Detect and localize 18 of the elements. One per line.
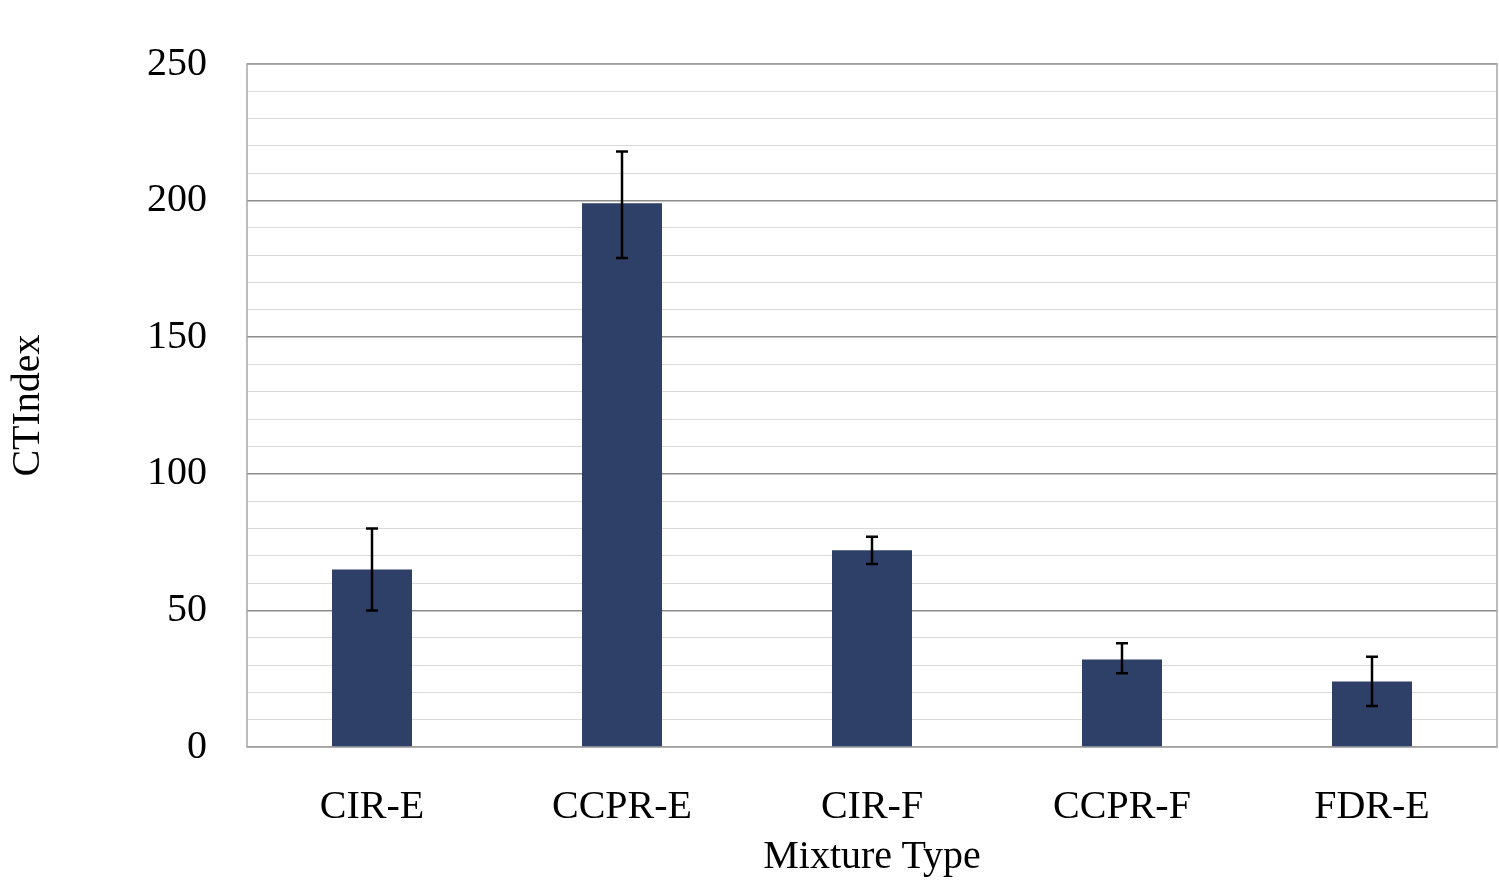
y-tick-label: 200	[147, 175, 207, 221]
y-tick-label: 150	[147, 311, 207, 357]
y-tick-label: 0	[187, 721, 207, 767]
x-tick-label: CIR-E	[319, 781, 425, 827]
bar	[1082, 659, 1162, 747]
x-axis-title: Mixture Type	[763, 831, 981, 877]
y-axis-title: CTIndex	[2, 334, 48, 477]
x-tick-label: CIR-F	[820, 781, 924, 827]
x-tick-label: CCPR-E	[551, 781, 693, 827]
bar	[582, 203, 662, 747]
x-tick-label: FDR-E	[1314, 781, 1430, 827]
bar	[332, 569, 412, 747]
y-tick-label: 100	[147, 448, 207, 494]
y-tick-label: 50	[167, 584, 207, 630]
x-tick-label: CCPR-F	[1053, 781, 1191, 827]
bar	[1332, 681, 1412, 747]
bar	[832, 550, 912, 747]
y-tick-label: 250	[147, 38, 207, 84]
